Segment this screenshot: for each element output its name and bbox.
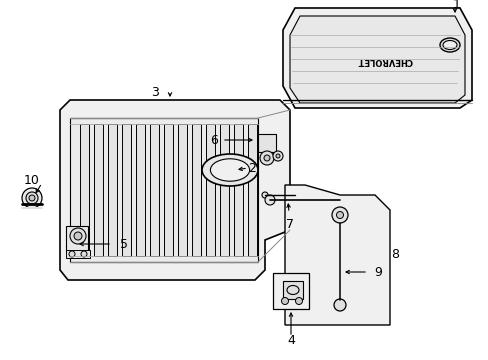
Polygon shape	[289, 16, 464, 103]
Circle shape	[22, 188, 42, 208]
Polygon shape	[283, 8, 471, 108]
Circle shape	[281, 297, 288, 305]
Bar	[136, 124, 145, 256]
Polygon shape	[70, 118, 258, 262]
Text: 5: 5	[120, 238, 128, 251]
Bar	[220, 124, 228, 256]
Bar	[192, 124, 201, 256]
Circle shape	[333, 299, 346, 311]
Text: 7: 7	[285, 217, 293, 230]
Circle shape	[81, 251, 87, 257]
Circle shape	[262, 192, 267, 198]
Circle shape	[336, 211, 343, 219]
Ellipse shape	[442, 40, 456, 49]
Circle shape	[275, 154, 280, 158]
Text: 9: 9	[373, 266, 381, 279]
Ellipse shape	[439, 38, 459, 52]
Text: 3: 3	[151, 86, 159, 99]
Circle shape	[291, 192, 297, 198]
Polygon shape	[258, 134, 275, 152]
Polygon shape	[66, 250, 90, 258]
Circle shape	[264, 195, 274, 205]
Bar	[94, 124, 103, 256]
Text: 4: 4	[286, 334, 294, 347]
Circle shape	[74, 232, 82, 240]
Text: 8: 8	[390, 248, 398, 261]
Text: 6: 6	[210, 134, 218, 147]
Circle shape	[264, 155, 269, 161]
Bar	[205, 124, 215, 256]
Bar	[108, 124, 117, 256]
Ellipse shape	[202, 154, 258, 186]
Bar	[163, 124, 173, 256]
Bar	[272, 273, 308, 309]
Polygon shape	[285, 185, 389, 325]
Ellipse shape	[286, 285, 298, 294]
Circle shape	[331, 207, 347, 223]
Text: CHEVROLET: CHEVROLET	[357, 55, 412, 64]
Text: 2: 2	[247, 162, 255, 175]
Bar	[247, 124, 257, 256]
Bar	[80, 124, 89, 256]
Circle shape	[29, 195, 35, 201]
Ellipse shape	[210, 159, 249, 181]
Circle shape	[295, 297, 302, 305]
Bar	[234, 124, 243, 256]
Circle shape	[272, 151, 283, 161]
Circle shape	[70, 228, 86, 244]
Text: 10: 10	[24, 175, 40, 188]
Bar	[178, 124, 186, 256]
Bar	[283, 281, 303, 299]
Polygon shape	[60, 100, 289, 280]
Bar	[122, 124, 131, 256]
Circle shape	[260, 151, 273, 165]
Circle shape	[69, 251, 75, 257]
Circle shape	[26, 192, 38, 204]
Bar	[150, 124, 159, 256]
Text: 1: 1	[452, 0, 460, 12]
Bar	[66, 226, 88, 252]
